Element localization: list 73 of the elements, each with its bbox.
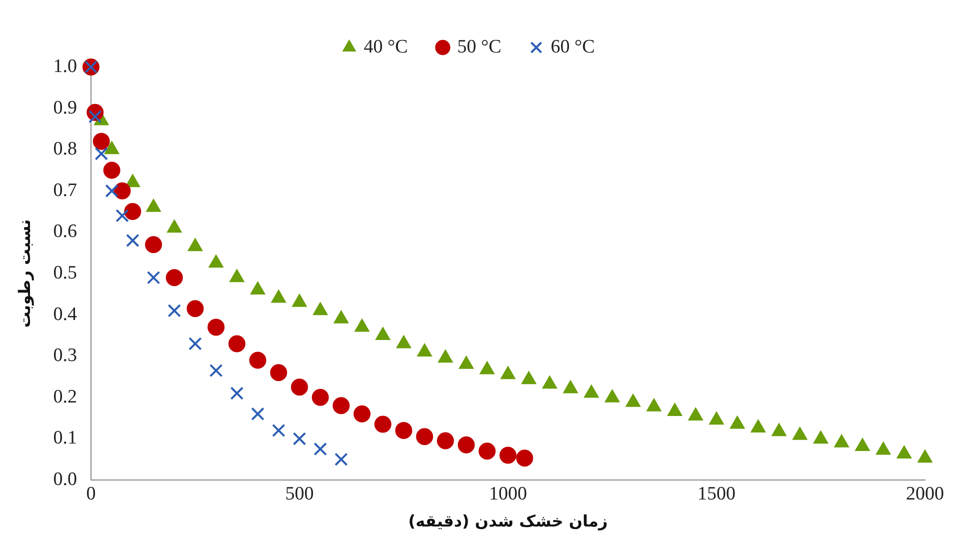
point <box>312 302 328 316</box>
x-tick-label: 1000 <box>488 483 527 504</box>
point <box>542 376 558 389</box>
x-tick-label: 0 <box>86 483 96 504</box>
point <box>168 304 182 318</box>
point <box>688 407 704 420</box>
point <box>145 236 162 254</box>
point <box>166 220 182 233</box>
point <box>354 318 370 332</box>
point <box>124 203 142 220</box>
point <box>750 419 766 432</box>
point <box>584 384 599 398</box>
point <box>166 269 183 286</box>
legend-label: 40 °C <box>364 36 408 58</box>
legend-label: 60 °C <box>550 36 595 58</box>
point <box>604 389 620 402</box>
x-axis-title: زمان خشک شدن (دقیقه) <box>408 512 608 531</box>
x-tick-label: 500 <box>285 483 314 504</box>
y-tick-label: 0.7 <box>53 180 77 201</box>
point <box>626 394 641 407</box>
point <box>186 300 204 318</box>
point <box>105 184 118 198</box>
point <box>896 445 912 458</box>
y-tick-label: 0.1 <box>53 428 77 449</box>
point <box>208 254 224 268</box>
point <box>480 361 495 374</box>
point <box>730 416 745 429</box>
point <box>792 426 808 440</box>
point <box>146 198 161 212</box>
point <box>92 132 110 150</box>
point <box>563 380 578 394</box>
y-tick-label: 0.3 <box>53 345 77 366</box>
y-axis-title: نسبت رطوبت <box>14 219 34 328</box>
point <box>94 147 108 160</box>
point <box>271 290 286 303</box>
y-tick-label: 0.5 <box>53 262 77 284</box>
point <box>500 366 516 380</box>
point <box>116 209 129 222</box>
point <box>438 350 453 363</box>
point <box>855 438 870 452</box>
point <box>103 162 120 179</box>
x-tick-label: 2000 <box>906 483 944 504</box>
point <box>334 310 349 324</box>
point <box>876 442 891 455</box>
point <box>146 270 160 284</box>
point <box>646 398 662 412</box>
point <box>709 412 724 425</box>
y-tick-label: 0.2 <box>53 386 77 408</box>
y-tick-label: 0.8 <box>53 138 77 160</box>
point <box>229 269 244 282</box>
point <box>667 402 682 416</box>
point <box>813 430 828 444</box>
y-tick-label: 0.4 <box>53 304 78 325</box>
point <box>521 371 536 384</box>
point <box>188 238 203 252</box>
point <box>918 450 932 463</box>
point <box>458 356 474 369</box>
point <box>772 423 786 436</box>
point <box>292 294 307 307</box>
y-tick-label: 0.0 <box>53 468 77 490</box>
point <box>114 182 131 200</box>
point <box>250 282 266 295</box>
legend-label: 50 °C <box>457 36 502 58</box>
point <box>396 335 412 348</box>
point <box>417 343 432 356</box>
point <box>375 326 390 340</box>
point <box>125 174 140 188</box>
y-tick-label: 0.9 <box>53 97 77 118</box>
y-tick-label: 0.6 <box>53 221 77 242</box>
point <box>834 434 850 448</box>
y-tick-label: 1.0 <box>53 56 77 77</box>
x-tick-label: 1500 <box>697 483 736 504</box>
point <box>126 234 140 248</box>
